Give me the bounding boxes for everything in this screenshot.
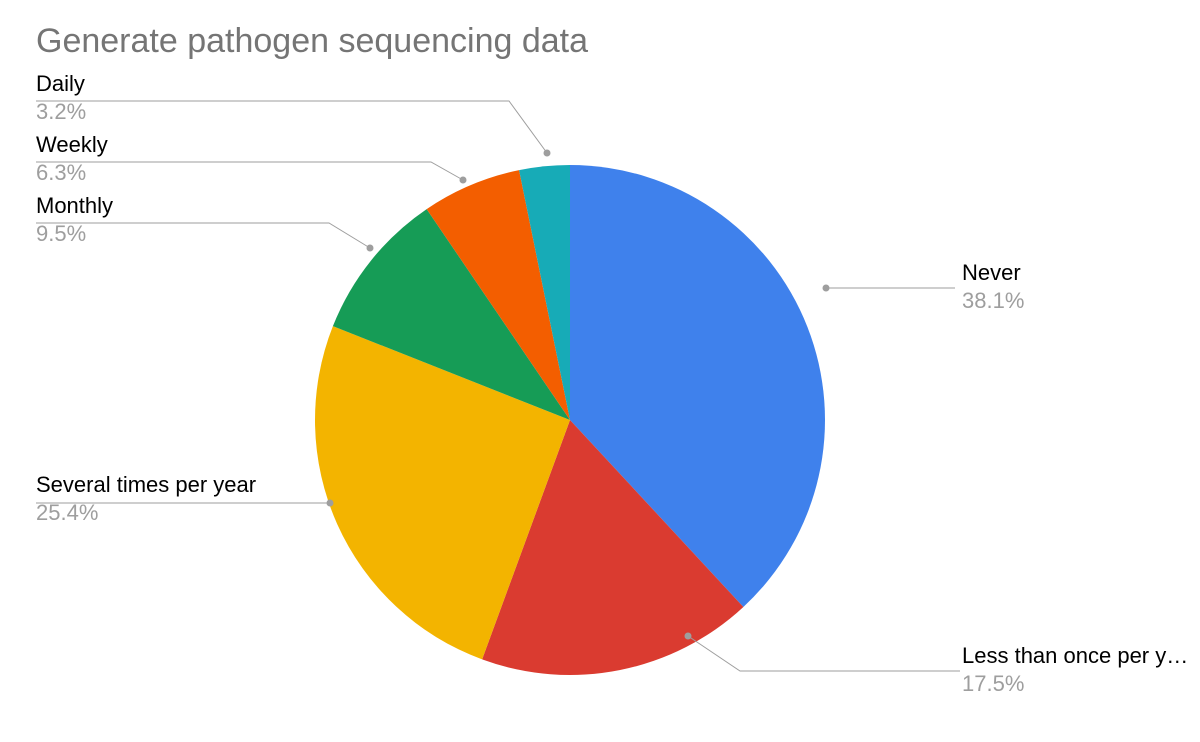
label-name-never: Never [962,260,1021,285]
leader-dot-never [823,285,830,292]
label-name-daily: Daily [36,71,85,96]
label-pct-daily: 3.2% [36,99,86,124]
label-pct-never: 38.1% [962,288,1024,313]
pie-chart: Never 38.1% Less than once per y… 17.5% Seve… [0,0,1200,742]
leader-dot-less [685,633,692,640]
leader-dot-daily [544,150,551,157]
leader-dot-weekly [460,177,467,184]
label-name-less: Less than once per y… [962,643,1188,668]
leader-dot-monthly [367,245,374,252]
leader-weekly [148,162,463,180]
label-pct-weekly: 6.3% [36,160,86,185]
leader-dot-several [327,500,334,507]
label-name-several: Several times per year [36,472,256,497]
label-pct-several: 25.4% [36,500,98,525]
leader-less [688,636,960,671]
label-name-weekly: Weekly [36,132,108,157]
chart-container: Generate pathogen sequencing data Never3… [0,0,1200,742]
leader-monthly [148,223,370,248]
label-pct-monthly: 9.5% [36,221,86,246]
pie-slices [315,165,825,675]
label-name-monthly: Monthly [36,193,113,218]
label-pct-less: 17.5% [962,671,1024,696]
leader-daily [148,101,547,153]
